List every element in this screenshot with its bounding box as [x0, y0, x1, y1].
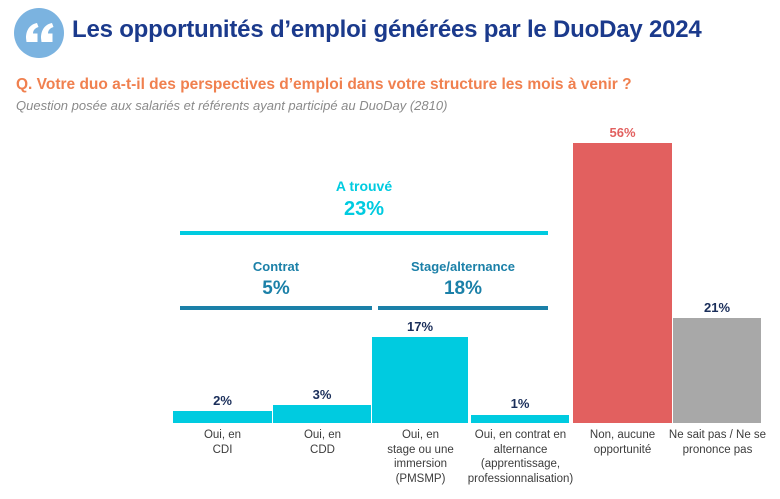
bar-oui-en-contrat-alternance[interactable]	[471, 415, 569, 423]
label-line: Oui, en	[203, 429, 242, 441]
bar-oui-en-stage-immersion[interactable]	[372, 337, 468, 423]
label-line: Ne sait pas / Ne se	[668, 429, 767, 441]
group-label-contrat: Contrat	[252, 259, 300, 274]
bar-value-ne-sait-pas: 21%	[703, 300, 731, 315]
bar-oui-en-cdi[interactable]	[173, 411, 272, 423]
label-line: CDI	[212, 443, 233, 456]
group-bracket-a-trouve	[180, 231, 548, 235]
bar-label-oui-en-cdi: Oui, en CDI	[160, 428, 285, 457]
label-line: immersion	[393, 458, 448, 470]
bar-label-oui-en-cdd: Oui, en CDD	[260, 428, 385, 457]
bar-label-ne-sait-pas: Ne sait pas / Ne se prononce pas	[655, 428, 780, 457]
survey-base-note: Question posée aux salariés et référents…	[16, 98, 448, 113]
bar-label-non-aucune-opportunite: Non, aucune opportunité	[560, 428, 685, 457]
page-header: Les opportunités d’emploi générées par l…	[0, 0, 780, 62]
group-value-stage-alternance: 18%	[443, 278, 483, 299]
group-value-contrat: 5%	[262, 278, 290, 299]
bar-value-non-aucune-opportunite: 56%	[609, 125, 636, 140]
label-line: (PMSMP)	[395, 472, 446, 485]
label-line: prononce pas	[682, 443, 753, 456]
group-value-a-trouve: 23%	[343, 198, 385, 220]
group-label-stage-alternance: Stage/alternance	[410, 259, 516, 274]
page-title: Les opportunités d’emploi générées par l…	[72, 16, 702, 43]
bar-value-oui-en-cdi: 2%	[213, 393, 232, 408]
quote-mark-icon	[14, 8, 64, 58]
bar-value-oui-en-stage-immersion: 17%	[406, 319, 434, 334]
label-line: opportunité	[593, 443, 652, 456]
label-line: Oui, en	[401, 429, 440, 441]
label-line: Oui, en contrat en	[474, 429, 567, 441]
label-line: stage ou une	[387, 443, 454, 456]
label-line: (apprentissage,	[480, 458, 561, 470]
group-bracket-stage-alternance	[378, 306, 548, 310]
bar-label-oui-en-stage-immersion: Oui, en stage ou une immersion (PMSMP)	[358, 428, 483, 486]
bar-label-oui-en-contrat-alternance: Oui, en contrat en alternance (apprentis…	[458, 428, 583, 486]
group-label-a-trouve: A trouvé	[335, 178, 393, 194]
group-bracket-contrat	[180, 306, 372, 310]
label-line: professionnalisation)	[467, 472, 574, 485]
label-line: alternance	[493, 443, 548, 456]
label-line: Oui, en	[303, 429, 342, 441]
label-line: CDD	[310, 443, 335, 456]
survey-question: Q. Votre duo a-t-il des perspectives d’e…	[16, 76, 632, 93]
bar-oui-en-cdd[interactable]	[273, 405, 371, 423]
bar-ne-sait-pas[interactable]	[673, 318, 761, 423]
bar-value-oui-en-cdd: 3%	[312, 387, 332, 402]
bar-value-oui-en-contrat-alternance: 1%	[510, 396, 530, 411]
bar-non-aucune-opportunite[interactable]	[573, 143, 672, 423]
label-line: Non, aucune	[589, 429, 656, 441]
